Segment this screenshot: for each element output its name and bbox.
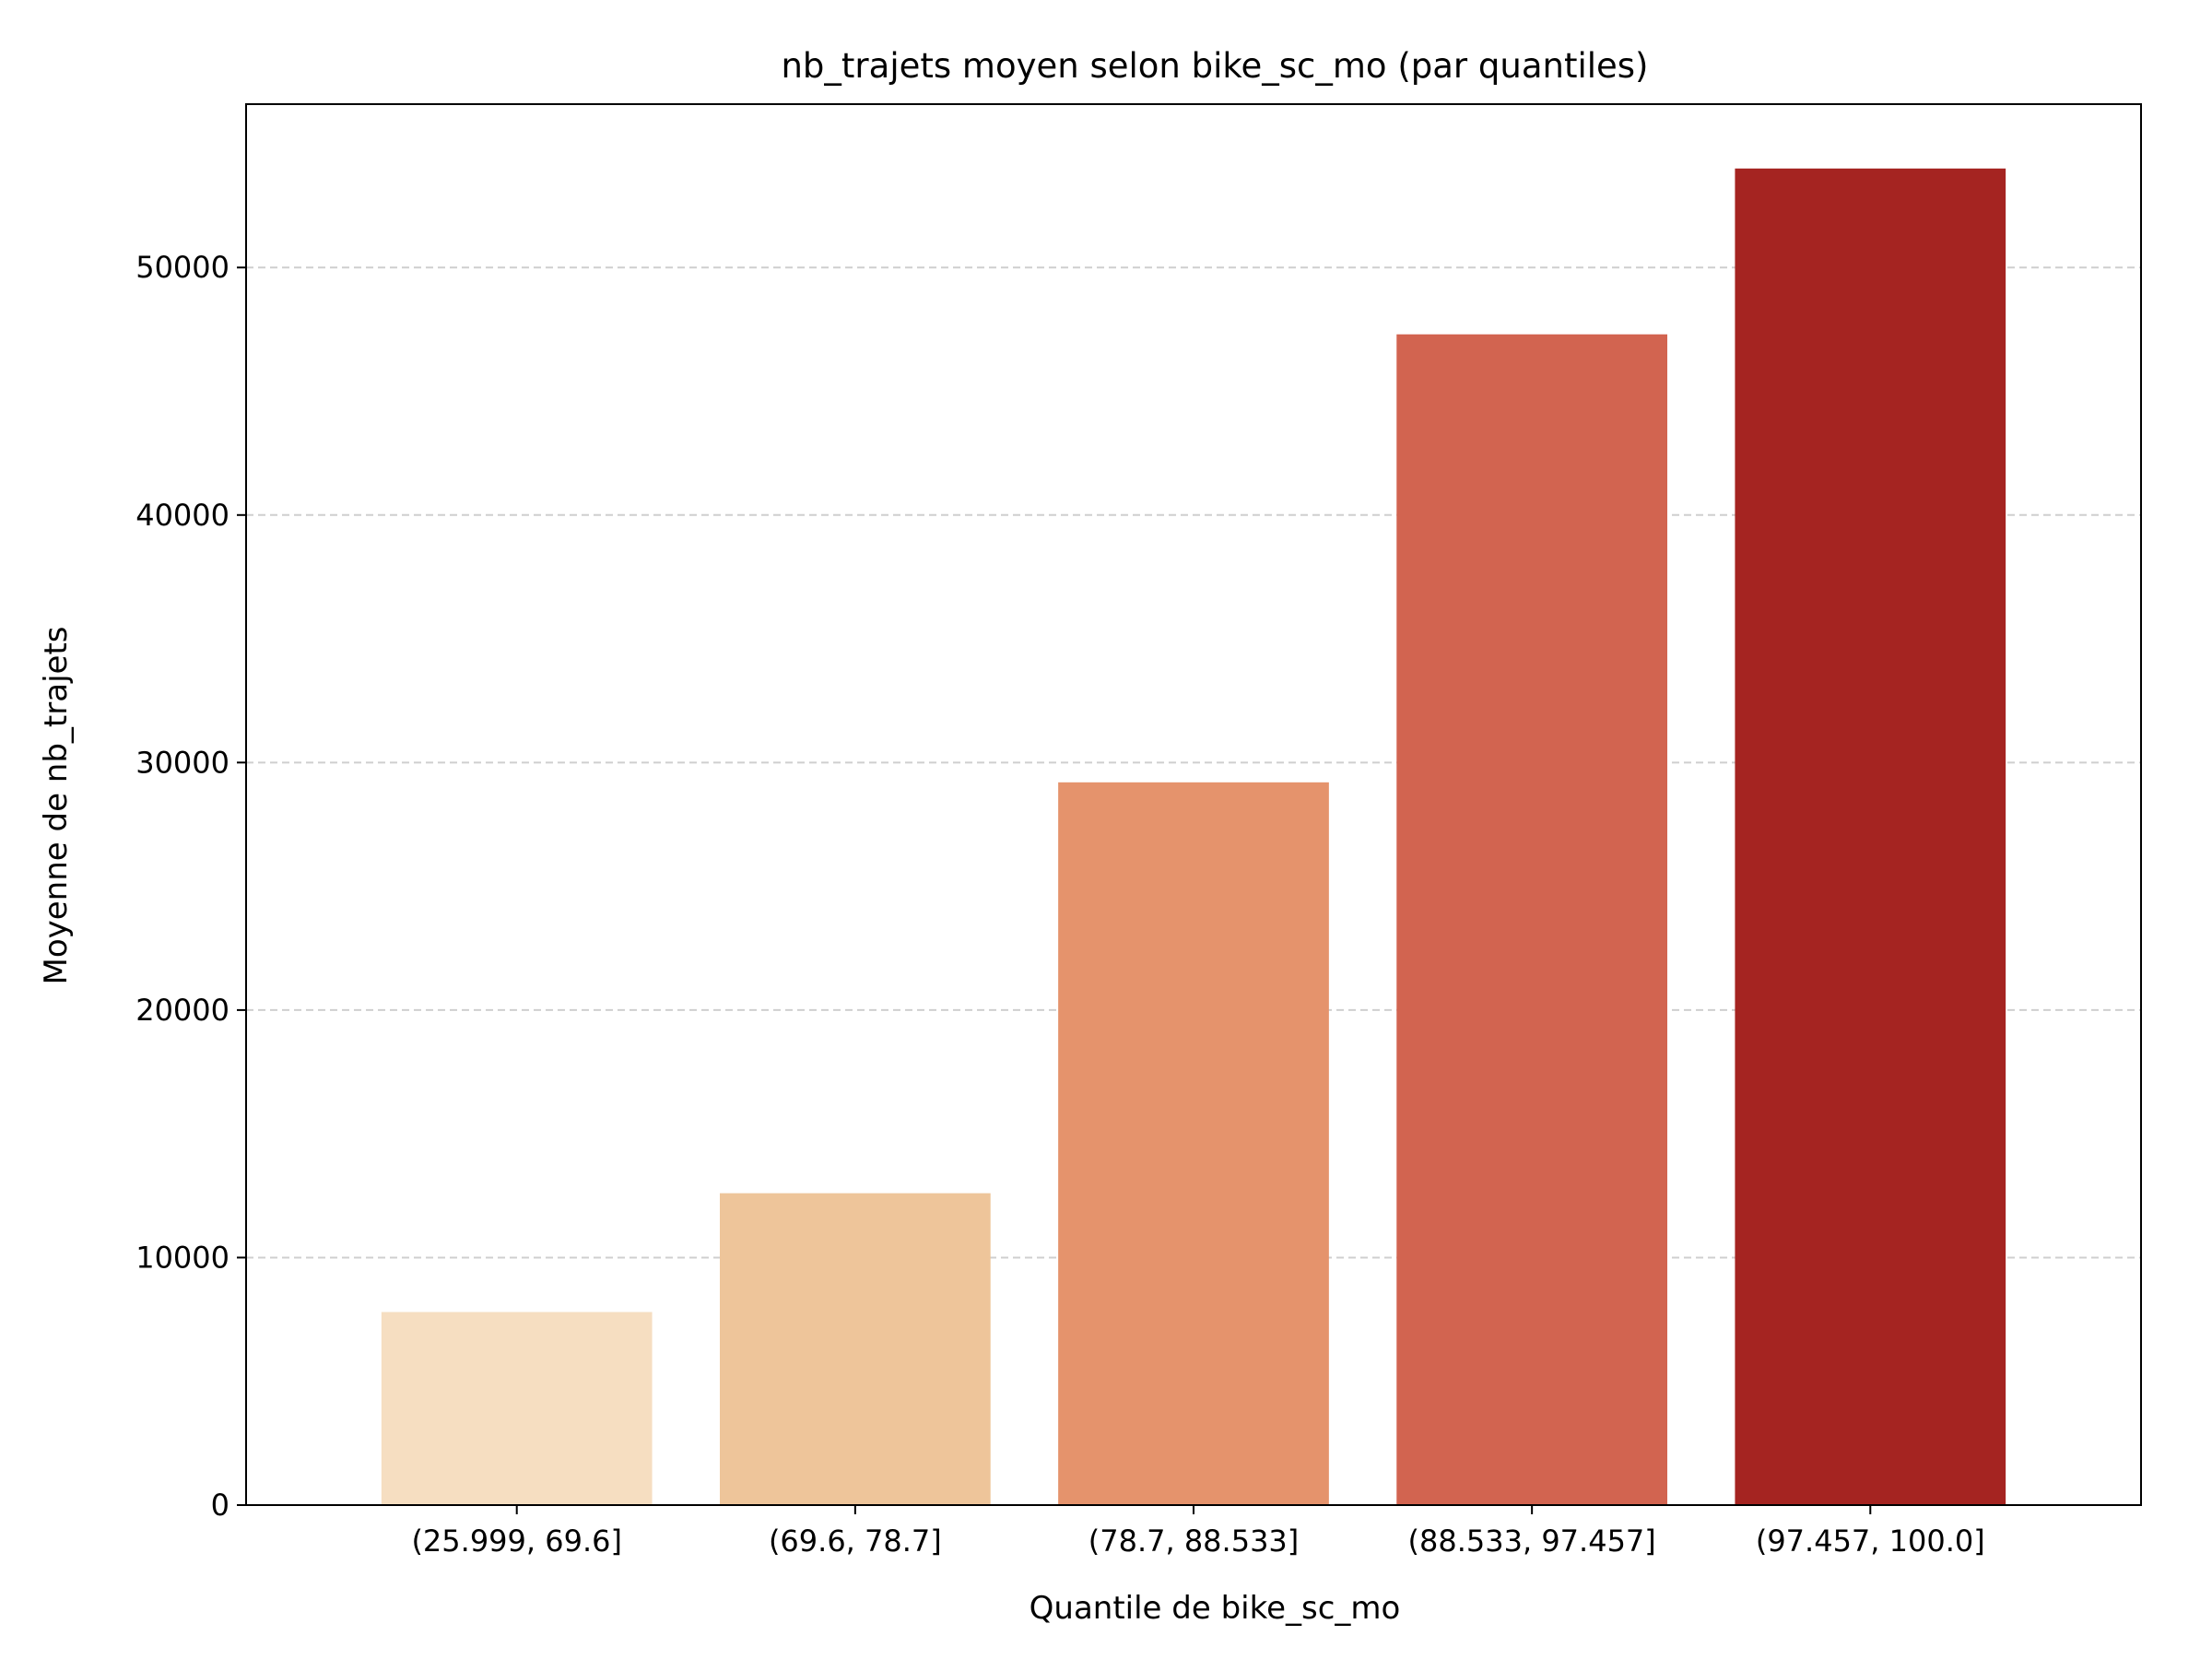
x-tick-label: (25.999, 69.6] [411, 1524, 622, 1559]
bars [381, 168, 2006, 1505]
y-tick-label: 20000 [135, 993, 229, 1028]
plot-frame [245, 103, 2142, 1506]
y-tick-label: 30000 [135, 745, 229, 780]
bar [381, 1312, 653, 1505]
y-tick-label: 40000 [135, 498, 229, 533]
x-axis-ticks: (25.999, 69.6] (69.6, 78.7] (78.7, 88.533]… [411, 1505, 1985, 1559]
bar [1396, 334, 1667, 1505]
y-tick-label: 0 [211, 1488, 229, 1523]
y-tick-label: 50000 [135, 250, 229, 285]
chart-title: nb_trajets moyen selon bike_sc_mo (par q… [781, 46, 1648, 86]
bar [1735, 168, 2006, 1505]
bar [720, 1193, 991, 1505]
x-tick-label: (97.457, 100.0] [1756, 1524, 1985, 1559]
x-tick-label: (88.533, 97.457] [1408, 1524, 1656, 1559]
y-axis-label: Moyenne de nb_trajets [38, 627, 75, 985]
x-tick-label: (78.7, 88.533] [1088, 1524, 1300, 1559]
y-tick-label: 10000 [135, 1240, 229, 1275]
bar [1058, 782, 1329, 1505]
y-axis-ticks: 0 10000 20000 30000 40000 50000 [135, 250, 246, 1523]
x-tick-label: (69.6, 78.7] [769, 1524, 942, 1559]
x-axis-label: Quantile de bike_sc_mo [1030, 1590, 1401, 1627]
